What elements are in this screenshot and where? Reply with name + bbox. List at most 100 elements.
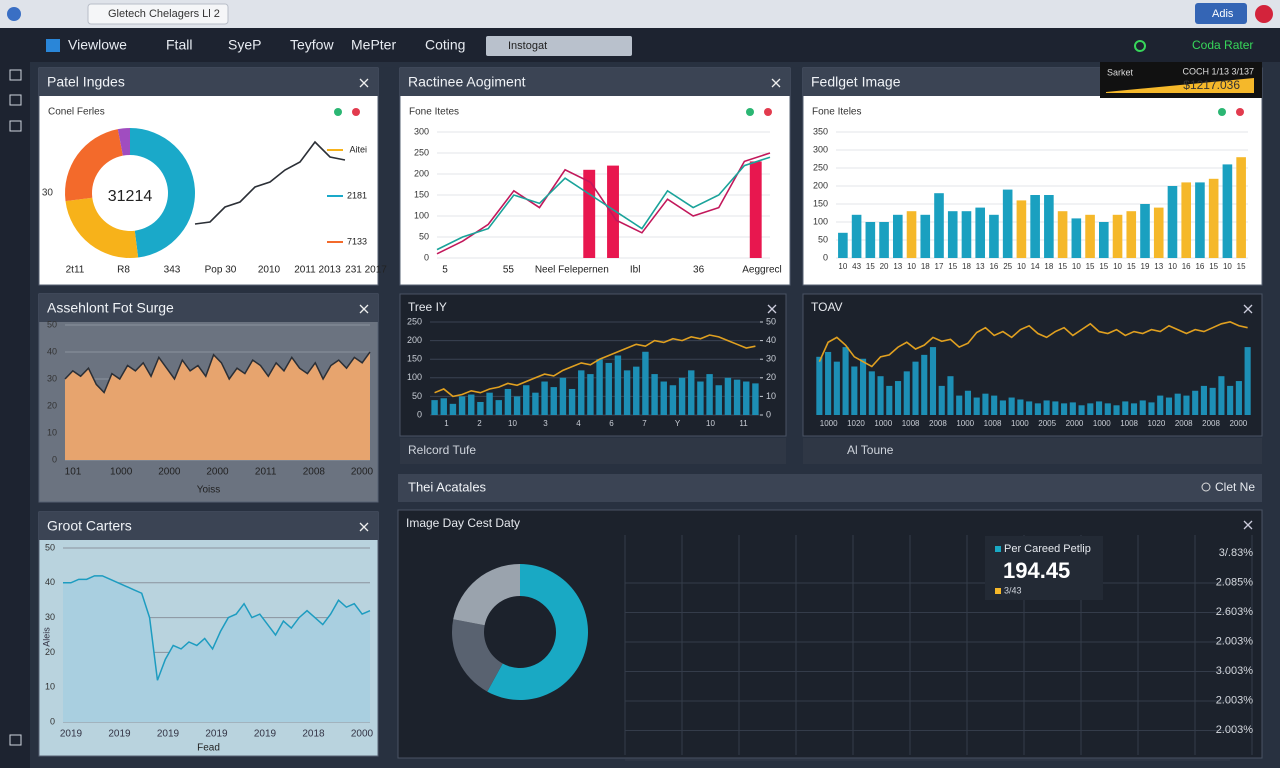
ok-icon	[334, 108, 342, 116]
bar	[961, 211, 972, 258]
bar	[1165, 397, 1173, 415]
card-sub: 3/43	[1004, 585, 1022, 595]
bar	[1002, 189, 1013, 258]
bar	[868, 371, 875, 415]
toolbar-item[interactable]: MePter	[351, 37, 396, 53]
bar	[1057, 211, 1068, 258]
y-tick-label: 250	[414, 147, 429, 157]
search-icon[interactable]	[1201, 482, 1211, 492]
x-label: 2019	[205, 729, 228, 740]
x-tick-label: 2000	[1229, 419, 1247, 428]
search-box[interactable]	[486, 36, 632, 56]
line	[434, 334, 756, 398]
x-tick-label: 11	[739, 419, 748, 428]
err-icon	[764, 108, 772, 116]
x-tick-label: 2000	[1066, 419, 1084, 428]
axis-label: 3.003%	[1216, 665, 1254, 677]
x-label: 2000	[351, 467, 374, 478]
bar	[982, 393, 989, 415]
bar	[825, 351, 832, 415]
ticker-label: Sarket	[1107, 67, 1134, 77]
x-label: 231 2017	[345, 265, 387, 276]
y-tick-label: 20	[45, 647, 55, 657]
bar	[906, 211, 917, 258]
close-icon[interactable]	[359, 78, 369, 88]
ticker-value: $1217.036	[1183, 78, 1240, 92]
bar	[706, 374, 713, 415]
bar	[578, 370, 585, 415]
sidebar-icon[interactable]	[9, 734, 22, 746]
account-button[interactable]	[1195, 3, 1247, 24]
x-tick-label: 10	[1168, 262, 1177, 271]
close-icon[interactable]	[359, 522, 369, 532]
y-tick-label: 20	[47, 400, 57, 410]
axis-label: 2.003%	[1216, 724, 1254, 736]
close-icon[interactable]	[1243, 304, 1253, 314]
close-icon[interactable]	[767, 304, 777, 314]
legend-label: Aitei	[349, 144, 367, 154]
legend-label: 2181	[347, 190, 367, 200]
y-tick-label: 50	[45, 542, 55, 552]
toolbar-item[interactable]: Ftall	[166, 37, 192, 53]
caption-bar	[803, 438, 1262, 464]
bar	[1236, 157, 1246, 258]
bar	[583, 169, 596, 258]
section-search: Clet Ne	[1215, 480, 1255, 494]
y-tick-label: 40	[47, 346, 57, 356]
bar	[587, 374, 594, 415]
x-tick-label: 2	[477, 419, 482, 428]
x-tick-label: 16	[989, 262, 998, 271]
x-tick-label: 1000	[874, 419, 892, 428]
bar	[749, 161, 762, 258]
sidebar-icon[interactable]	[9, 120, 22, 132]
x-tick-label: 1000	[956, 419, 974, 428]
bar	[458, 396, 466, 415]
bar	[660, 381, 667, 415]
x-tick-label: 10	[907, 262, 916, 271]
bar	[929, 347, 937, 415]
y-tick-label: 30	[45, 612, 55, 622]
y-title: Aleis	[41, 627, 51, 647]
section-title: Thei Acatales	[408, 479, 487, 494]
x-tick-label: 19	[1141, 262, 1150, 271]
x-tick-label: 43	[852, 262, 861, 271]
bar	[495, 400, 502, 415]
toolbar-item[interactable]: Coting	[425, 37, 465, 53]
bar	[1209, 387, 1216, 415]
y-tick-label: 300	[813, 144, 828, 154]
bar	[838, 232, 848, 258]
card-swatch	[995, 546, 1001, 552]
bar	[1200, 385, 1207, 415]
axis-label: 2.085%	[1216, 576, 1254, 588]
bar	[1017, 399, 1024, 415]
x-tick-label: Y	[675, 419, 681, 428]
panel-header	[39, 68, 378, 96]
x-tick-label: 10	[1017, 262, 1026, 271]
toolbar-item[interactable]: Viewlowe	[68, 37, 127, 53]
bar	[1044, 195, 1054, 258]
y-tick-label: 300	[414, 126, 429, 136]
y-tick-label: 150	[407, 354, 422, 364]
close-icon[interactable]	[1243, 520, 1253, 530]
close-icon[interactable]	[771, 78, 781, 88]
bar	[1104, 403, 1111, 415]
status-text: Coda Rater	[1192, 38, 1253, 52]
bar	[947, 376, 954, 415]
close-icon[interactable]	[359, 304, 369, 314]
browser-icon	[7, 7, 21, 21]
donut-center: 31214	[108, 188, 153, 205]
y-tick-label: 10	[45, 682, 55, 692]
y2-tick-label: 10	[766, 391, 776, 401]
toolbar-item[interactable]: Teyfow	[290, 37, 334, 53]
toolbar-item[interactable]: SyeP	[228, 37, 261, 53]
area-line	[63, 575, 371, 681]
y2-tick-label: 30	[766, 354, 776, 364]
sidebar-icon[interactable]	[9, 94, 22, 106]
x-tick-label: 15	[1237, 262, 1246, 271]
x-tick-label: 10	[1223, 262, 1232, 271]
x-tick-label: 13	[893, 262, 902, 271]
sidebar-icon[interactable]	[9, 69, 22, 81]
bar	[851, 214, 862, 258]
bar	[651, 374, 658, 415]
